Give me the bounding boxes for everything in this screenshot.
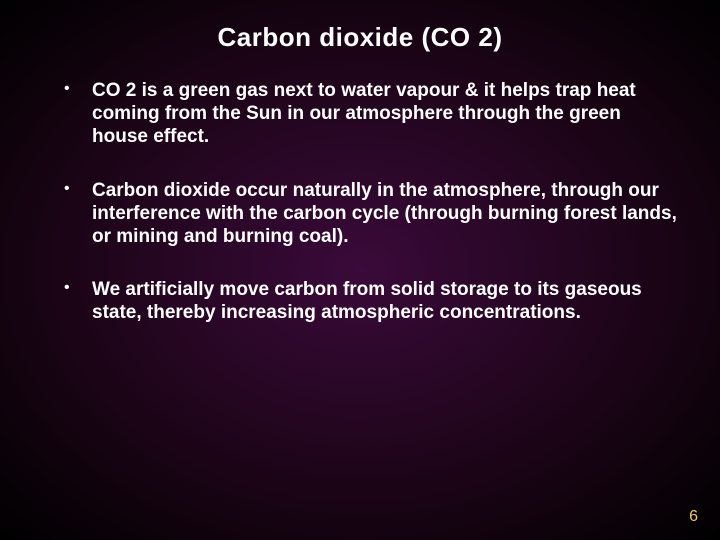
slide: Carbon dioxide (CO 2) CO 2 is a green ga…	[0, 0, 720, 540]
bullet-item: CO 2 is a green gas next to water vapour…	[64, 79, 680, 149]
slide-title: Carbon dioxide (CO 2)	[40, 22, 680, 53]
bullet-item: Carbon dioxide occur naturally in the at…	[64, 179, 680, 249]
bullet-list: CO 2 is a green gas next to water vapour…	[40, 79, 680, 324]
bullet-item: We artificially move carbon from solid s…	[64, 278, 680, 324]
page-number: 6	[689, 508, 698, 526]
